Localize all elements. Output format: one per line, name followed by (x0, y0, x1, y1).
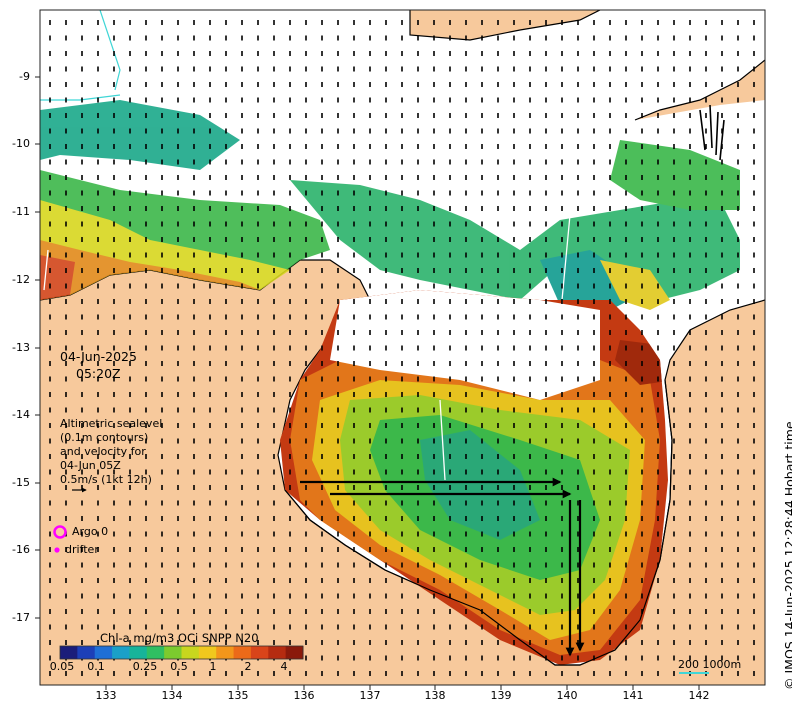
sealevel-legend-line: 04-Jun 05Z (60, 459, 121, 472)
argo-marker (53, 525, 67, 539)
colorbar-swatch (250, 646, 269, 659)
colorbar-swatch (198, 646, 217, 659)
chlorophyll-gulf (280, 290, 668, 665)
colorbar-swatch (94, 646, 113, 659)
lat-label: -10 (12, 137, 30, 150)
colorbar-tick: 0.05 (49, 660, 75, 673)
lat-label: -14 (12, 408, 30, 421)
colorbar-tick: 0.1 (87, 660, 105, 673)
lat-label: -12 (12, 273, 30, 286)
argo-label: Argo 0 (72, 525, 109, 538)
colorbar-tick: 2 (244, 660, 252, 673)
lat-label: -11 (12, 205, 30, 218)
colorbar-swatch (233, 646, 252, 659)
lon-label: 134 (161, 689, 183, 702)
sealevel-legend-line: Altimetric sealevel (60, 417, 163, 430)
coastline-gulf (284, 379, 673, 666)
colorbar-tick: 4 (280, 660, 288, 673)
colorbar-tick: 0.5 (170, 660, 188, 673)
colorbar-tick: 0.25 (132, 660, 158, 673)
credit-text: © IMOS 14-Jun-2025 12:28:44 Hobart time (782, 421, 792, 690)
colorbar-title: Chl-a mg/m3 OCi SNPP N20 (100, 631, 259, 645)
map-time: 05:20Z (76, 366, 121, 381)
colorbar-swatch (77, 646, 96, 659)
colorbar-swatch (129, 646, 148, 659)
depth-contour (40, 10, 121, 101)
lon-label: 142 (688, 689, 710, 702)
lon-label: 140 (556, 689, 578, 702)
lon-label: 139 (490, 689, 512, 702)
lon-label: 141 (622, 689, 644, 702)
sealevel-legend-line: 0.5m/s (1kt 12h) (60, 473, 152, 486)
lat-label: -16 (12, 543, 30, 556)
lat-label: -17 (12, 611, 30, 624)
colorbar-swatch (164, 646, 182, 659)
colorbar-tick: 1 (209, 660, 217, 673)
colorbar-swatch (216, 646, 235, 659)
colorbar-swatch (146, 646, 165, 659)
scale-label: 200 1000m (678, 658, 742, 671)
lon-label: 135 (227, 689, 249, 702)
strong-current (300, 104, 725, 657)
coastline-north (409, 10, 765, 121)
lon-label: 137 (359, 689, 381, 702)
sealevel-legend-line: and velocity for (60, 445, 146, 458)
lon-label: 138 (424, 689, 446, 702)
lat-label: -9 (19, 70, 30, 83)
drifter-label: drifter (65, 543, 99, 556)
lat-label: -13 (12, 341, 30, 354)
sealevel-legend-line: (0.1m contours) (60, 431, 149, 444)
colorbar-swatch (268, 646, 287, 659)
colorbar-swatch (112, 646, 130, 659)
colorbar (60, 646, 304, 659)
map-date: 04-Jun-2025 (60, 349, 137, 364)
velocity-arrows (49, 20, 755, 676)
colorbar-swatch (60, 646, 78, 659)
colorbar-swatch (181, 646, 200, 659)
drifter-marker (54, 547, 60, 553)
colorbar-swatch (285, 646, 304, 659)
lon-label: 133 (95, 689, 117, 702)
lon-label: 136 (293, 689, 315, 702)
lat-label: -15 (12, 476, 30, 489)
